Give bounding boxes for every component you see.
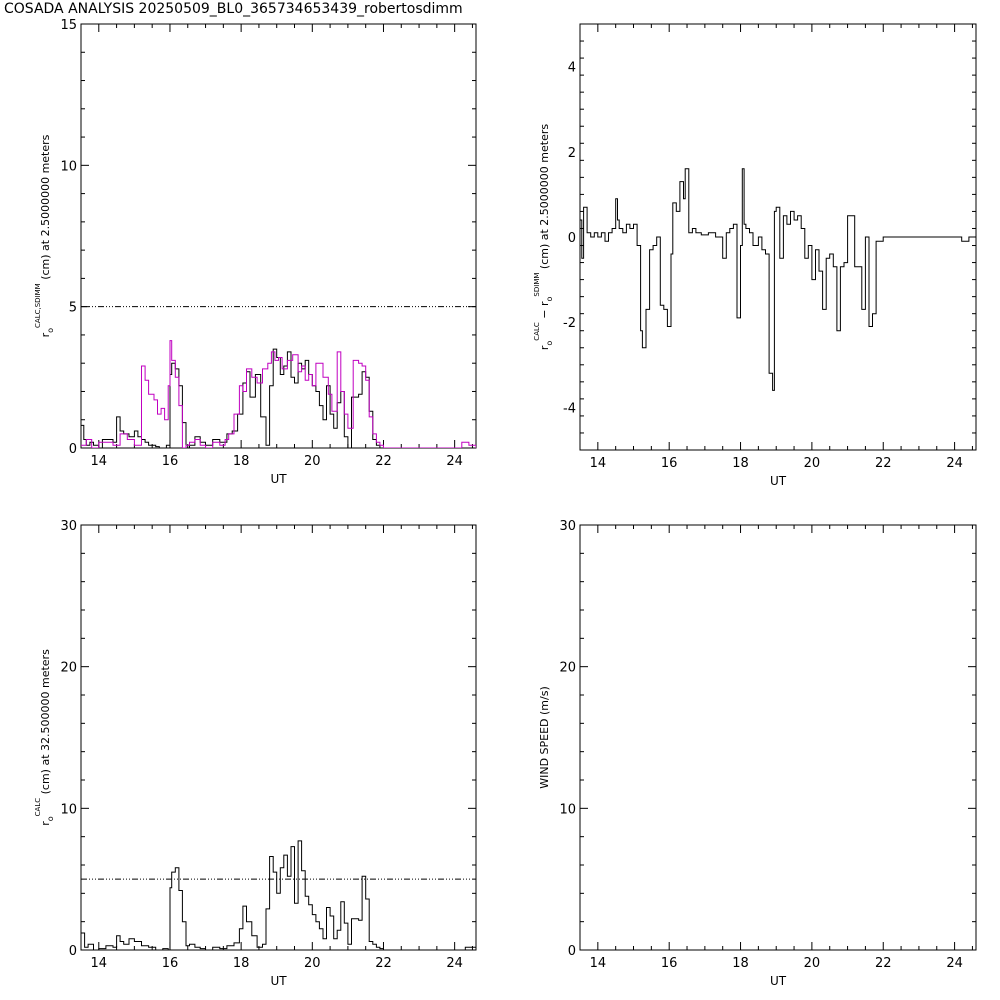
y-tick-label: -4 [563, 401, 576, 416]
y-axis-label: WIND SPEED (m/s) [538, 686, 551, 789]
x-tick-label: 16 [661, 956, 678, 971]
y-axis-label-post: (cm) at 32.500000 meters [39, 649, 52, 798]
series-line-0 [81, 840, 476, 950]
x-tick-label: 16 [162, 956, 179, 971]
y-tick-label: 0 [568, 944, 576, 959]
x-tick-label: 18 [732, 956, 749, 971]
plot-panel-wind-speed: 14 16 18 20 22 24 UT 0 10 20 30 WIND SPEED (m/s) [538, 519, 977, 988]
y-tick-label: 4 [568, 61, 576, 76]
y-tick-label: 20 [559, 661, 576, 676]
x-axis-label: UT [270, 974, 287, 988]
y-axis-label-sup2: SDIMM [533, 273, 541, 297]
plot-frame [80, 524, 477, 951]
x-axis-label: UT [770, 474, 787, 488]
y-tick-label: 10 [60, 159, 77, 174]
y-axis-label-pre: r [39, 332, 52, 337]
y-axis-label-sub2: o [545, 296, 554, 301]
x-axis-label: UT [270, 472, 287, 486]
y-axis-label-pre: r [39, 821, 52, 826]
y-axis-label-sub: o [46, 328, 55, 333]
plot-panel-r0-calc-32m: 14 16 18 20 22 24 UT 0 10 20 30 ro CALC (cm) at 32.5… [34, 519, 477, 988]
x-tick-label: 20 [804, 456, 821, 471]
x-tick-label: 24 [446, 956, 463, 971]
y-axis-label-sup: CALC [533, 322, 541, 341]
x-tick-label: 18 [732, 456, 749, 471]
x-tick-label: 14 [590, 456, 607, 471]
x-tick-label: 24 [446, 454, 463, 469]
x-axis-label: UT [770, 974, 787, 988]
plot-panel-r0-calc-sdimm: 14 16 18 20 22 24 UT 0 5 10 15 ro CALC,SDIMM (cm) at… [34, 18, 477, 486]
x-tick-label: 20 [304, 956, 321, 971]
x-tick-label: 22 [375, 956, 392, 971]
y-tick-label: 5 [69, 301, 77, 316]
x-tick-label: 16 [162, 454, 179, 469]
plot-frame [80, 23, 477, 449]
y-axis-label: ro CALC (cm) at 32.500000 meters [34, 649, 55, 826]
series-line-0 [81, 348, 476, 448]
series-line-1 [81, 340, 476, 448]
x-tick-label: 18 [233, 956, 250, 971]
y-axis-label: ro CALC,SDIMM (cm) at 2.5000000 meters [34, 134, 55, 337]
y-axis-label-pre: r [538, 345, 551, 350]
y-tick-label: 10 [559, 802, 576, 817]
y-tick-label: 10 [60, 802, 77, 817]
x-tick-label: 24 [946, 456, 963, 471]
x-tick-label: 20 [804, 956, 821, 971]
x-tick-label: 14 [590, 956, 607, 971]
y-tick-label: 0 [69, 944, 77, 959]
y-tick-label: 2 [568, 146, 576, 161]
x-tick-label: 22 [375, 454, 392, 469]
x-tick-label: 16 [661, 456, 678, 471]
y-tick-label: 0 [568, 231, 576, 246]
y-tick-label: -2 [563, 316, 576, 331]
y-axis-label-post: (cm) at 2.5000000 meters [538, 124, 551, 273]
x-tick-label: 24 [946, 956, 963, 971]
x-tick-label: 18 [233, 454, 250, 469]
y-axis-label-sup: CALC [34, 798, 42, 817]
y-tick-label: 0 [69, 442, 77, 457]
page-title: COSADA ANALYSIS 20250509_BL0_36573465343… [4, 1, 463, 17]
y-axis-label-mid: − r [538, 301, 551, 322]
x-tick-label: 14 [91, 956, 108, 971]
y-tick-label: 20 [60, 661, 77, 676]
y-axis-label-sub: o [46, 816, 55, 821]
y-axis-label-pre: WIND SPEED (m/s) [538, 686, 551, 789]
plot-frame [579, 524, 977, 951]
y-axis-label-sub: o [545, 341, 554, 346]
y-tick-label: 15 [60, 18, 77, 33]
y-axis-label-sup: CALC,SDIMM [34, 283, 42, 328]
y-tick-label: 30 [559, 519, 576, 534]
y-axis-label-post: (cm) at 2.5000000 meters [39, 134, 52, 283]
x-tick-label: 20 [304, 454, 321, 469]
x-tick-label: 14 [91, 454, 108, 469]
series-line-0 [580, 168, 976, 391]
y-tick-label: 30 [60, 519, 77, 534]
x-tick-label: 22 [875, 456, 892, 471]
x-tick-label: 22 [875, 956, 892, 971]
y-axis-label: roCALC − roSDIMM (cm) at 2.5000000 meter… [533, 124, 554, 350]
